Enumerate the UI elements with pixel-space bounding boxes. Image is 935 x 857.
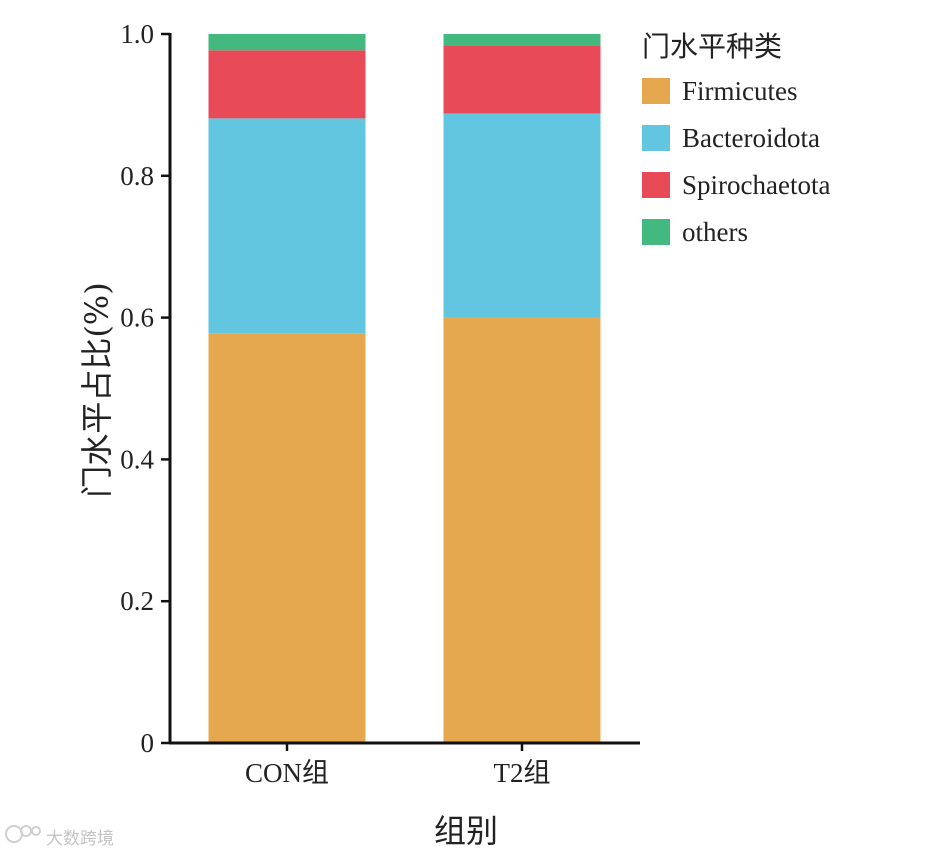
bar-segment-others-1 xyxy=(208,34,366,51)
x-axis-title: 组别 xyxy=(434,812,498,850)
bar-segment-firmicutes-1 xyxy=(208,333,366,743)
y-tick-label: 0.8 xyxy=(120,161,154,191)
watermark: 大数跨境 xyxy=(5,825,114,849)
legend-label-others: others xyxy=(682,217,748,247)
bar-segment-spirochaetota-1 xyxy=(208,50,366,119)
x-categories: CON组 T2组 xyxy=(245,743,551,788)
y-tick-label: 0 xyxy=(141,728,155,758)
kiwi-logo-icon xyxy=(5,825,41,843)
y-tick-label: 0.6 xyxy=(120,303,154,333)
legend-label-bacteroidota: Bacteroidota xyxy=(682,123,820,153)
legend: 门水平种类 Firmicutes Bacteroidota Spirochaetot… xyxy=(642,30,830,247)
bar-segment-spirochaetota-2 xyxy=(443,45,601,114)
legend-label-spirochaetota: Spirochaetota xyxy=(682,170,830,200)
bar-segment-bacteroidota-1 xyxy=(208,118,366,334)
legend-items: Firmicutes Bacteroidota Spirochaetota other… xyxy=(642,76,830,247)
watermark-text: 大数跨境 xyxy=(46,829,114,849)
bar-segment-firmicutes-2 xyxy=(443,317,601,743)
y-axis-title: 门水平占比(%) xyxy=(78,282,116,497)
y-tick-label: 0.2 xyxy=(120,586,154,616)
legend-swatch-firmicutes xyxy=(642,78,670,104)
legend-swatch-others xyxy=(642,219,670,245)
legend-title: 门水平种类 xyxy=(642,30,782,63)
y-tick-label: 1.0 xyxy=(120,19,154,49)
bars-layer xyxy=(208,34,601,743)
x-category-label: T2组 xyxy=(494,758,551,788)
y-ticks: 0 0.2 0.4 0.6 0.8 1.0 xyxy=(120,19,170,758)
legend-label-firmicutes: Firmicutes xyxy=(682,76,798,106)
legend-swatch-bacteroidota xyxy=(642,125,670,151)
x-category-label: CON组 xyxy=(245,758,329,788)
axes-layer xyxy=(168,33,640,745)
y-tick-label: 0.4 xyxy=(120,444,154,474)
bar-segment-bacteroidota-2 xyxy=(443,113,601,318)
legend-swatch-spirochaetota xyxy=(642,172,670,198)
bar-segment-others-2 xyxy=(443,34,601,46)
